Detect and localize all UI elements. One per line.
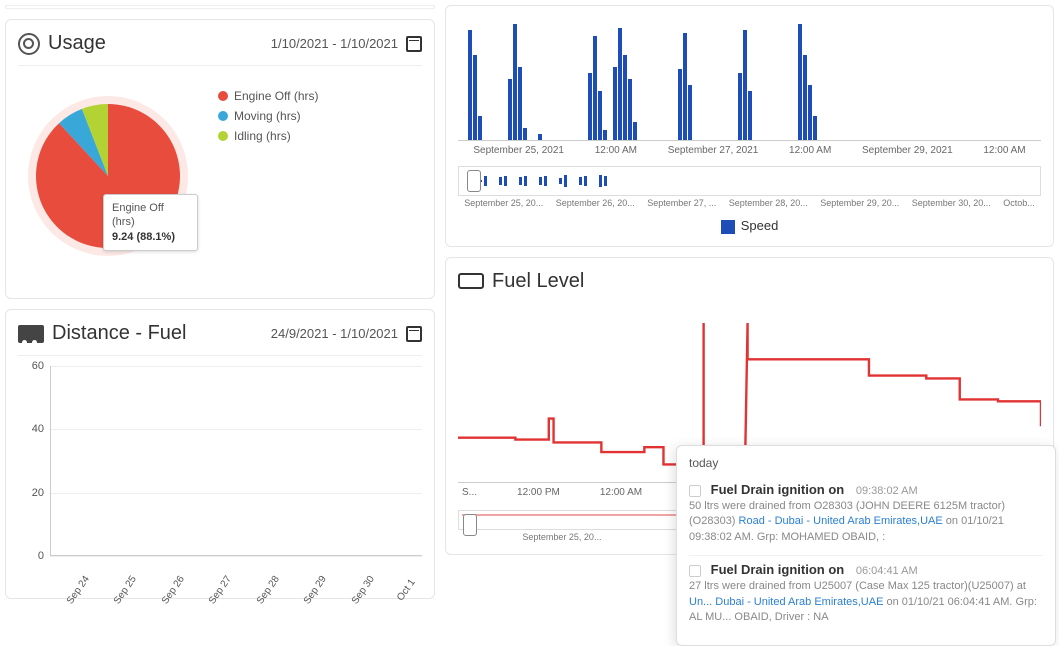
legend-item[interactable]: Idling (hrs) [218, 126, 318, 146]
dashboard: Usage 1/10/2021 - 1/10/2021 Engine Off (… [0, 0, 1059, 604]
right-column: September 25, 202112:00 AMSeptember 27, … [445, 5, 1054, 599]
speed-chart[interactable]: September 25, 202112:00 AMSeptember 27, … [458, 18, 1041, 208]
notification-item[interactable]: Fuel Drain ignition on 06:04:41 AM 27 lt… [689, 555, 1043, 635]
minimap-handle[interactable] [463, 514, 477, 536]
location-link[interactable]: Road - Dubai - United Arab Emirates,UAE [739, 515, 943, 527]
legend-item[interactable]: Engine Off (hrs) [218, 86, 318, 106]
notification-title: Fuel Drain ignition on [711, 562, 845, 577]
checkbox[interactable] [689, 485, 701, 497]
usage-title: Usage [48, 32, 106, 55]
notifications-day: today [689, 456, 1043, 470]
usage-header: Usage 1/10/2021 - 1/10/2021 [18, 32, 422, 66]
pie-tooltip: Engine Off (hrs) 9.24 (88.1%) [103, 194, 198, 251]
minimap-handle[interactable] [467, 170, 481, 192]
notification-body: 27 ltrs were drained from U25007 (Case M… [689, 579, 1043, 625]
notification-title: Fuel Drain ignition on [711, 482, 845, 497]
fuel-icon [458, 273, 484, 289]
distance-fuel-card: Distance - Fuel 24/9/2021 - 1/10/2021 02… [5, 309, 435, 599]
notification-time: 06:04:41 AM [856, 565, 918, 577]
notification-item[interactable]: Fuel Drain ignition on 09:38:02 AM 50 lt… [689, 476, 1043, 555]
calendar-icon[interactable] [406, 36, 422, 52]
usage-pie-chart[interactable]: Engine Off (hrs) 9.24 (88.1%) [18, 86, 198, 266]
usage-date-range: 1/10/2021 - 1/10/2021 [271, 36, 398, 51]
notification-time: 09:38:02 AM [856, 485, 918, 497]
fuel-level-title: Fuel Level [492, 270, 584, 293]
truck-icon [18, 325, 44, 343]
speed-legend: Speed [458, 208, 1041, 234]
usage-card: Usage 1/10/2021 - 1/10/2021 Engine Off (… [5, 19, 435, 299]
usage-icon [18, 33, 40, 55]
notification-body: 50 ltrs were drained from O28303 (JOHN D… [689, 499, 1043, 545]
speed-minimap[interactable] [458, 166, 1041, 196]
distance-fuel-date-range: 24/9/2021 - 1/10/2021 [271, 326, 398, 341]
notifications-popover: today Fuel Drain ignition on 09:38:02 AM… [676, 445, 1056, 646]
speed-card: September 25, 202112:00 AMSeptember 27, … [445, 5, 1054, 247]
usage-legend: Engine Off (hrs)Moving (hrs)Idling (hrs) [218, 86, 318, 266]
speed-minimap-labels: September 25, 20...September 26, 20...Se… [458, 198, 1041, 208]
fuel-level-header: Fuel Level [458, 270, 1041, 303]
checkbox[interactable] [689, 565, 701, 577]
spacer [5, 5, 435, 9]
distance-fuel-chart[interactable]: 0204060Sep 24Sep 25Sep 26Sep 27Sep 28Sep… [18, 366, 422, 586]
location-link[interactable]: Un... Dubai - United Arab Emirates,UAE [689, 596, 883, 608]
legend-item[interactable]: Moving (hrs) [218, 106, 318, 126]
calendar-icon[interactable] [406, 326, 422, 342]
distance-fuel-header: Distance - Fuel 24/9/2021 - 1/10/2021 [18, 322, 422, 356]
speed-x-axis: September 25, 202112:00 AMSeptember 27, … [458, 141, 1041, 160]
distance-fuel-title: Distance - Fuel [52, 322, 187, 345]
left-column: Usage 1/10/2021 - 1/10/2021 Engine Off (… [5, 5, 435, 599]
